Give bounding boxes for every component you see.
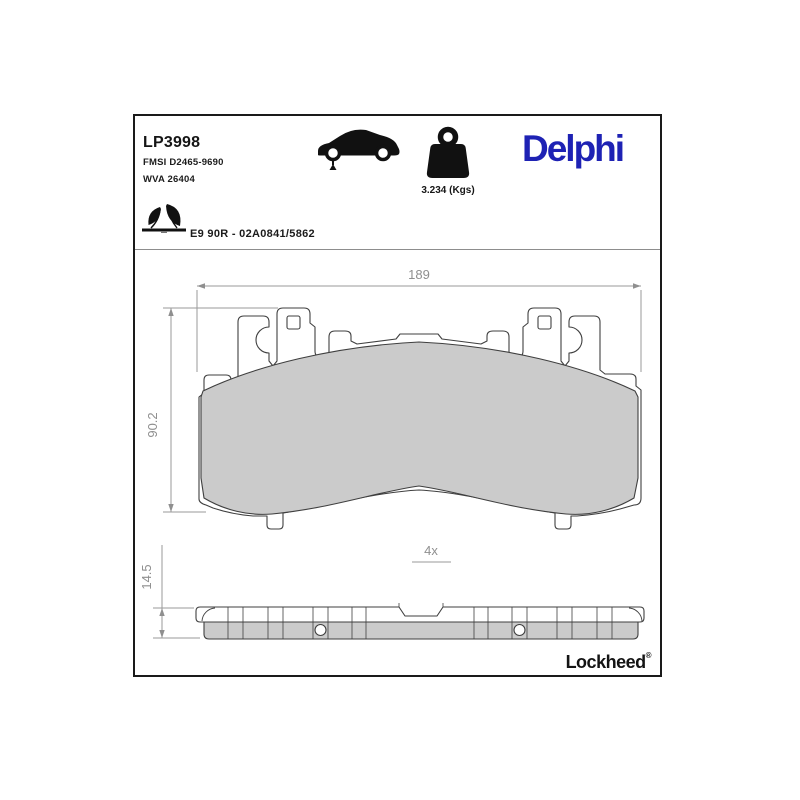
datasheet-frame: LP3998 FMSI D2465-9690 WVA 26404 3.234 (… [133, 114, 662, 677]
leaf-icon [139, 202, 191, 240]
lockheed-logo: Lockheed® [565, 651, 652, 672]
car-silhouette-icon [316, 124, 402, 172]
registered-trademark: ® [645, 651, 652, 660]
weight-value: 3.234 (Kgs) [421, 185, 475, 196]
part-number: LP3998 [143, 134, 201, 151]
lockheed-wordmark: Lockheed [565, 652, 647, 672]
homologation-number: E9 90R - 02A0841/5862 [190, 228, 315, 240]
delphi-logo: Delphi [522, 128, 625, 169]
wva-reference: WVA 26404 [143, 174, 195, 185]
header-separator [135, 249, 660, 250]
kettlebell-weight-icon [425, 126, 471, 182]
fmsi-reference: FMSI D2465-9690 [143, 157, 224, 168]
